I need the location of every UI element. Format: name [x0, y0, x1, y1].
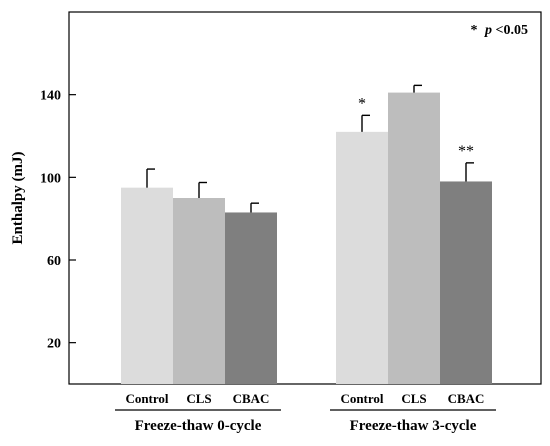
bar-g0-cbac	[225, 212, 277, 384]
category-label-g1-cbac: CBAC	[448, 391, 485, 406]
y-tick-label-100: 100	[40, 171, 61, 186]
annotation-threshold: <0.05	[496, 23, 528, 38]
bar-g1-control	[336, 131, 388, 384]
category-label-g1-cls: CLS	[401, 391, 426, 406]
plot-area: 20 60 100 140 Control CLS CBAC Freeze-thaw 0-cy…	[40, 11, 542, 434]
category-label-g0-cbac: CBAC	[233, 391, 270, 406]
significance-annotation: * p <0.05	[471, 23, 528, 38]
sig-marker-g1-cbac: **	[458, 143, 474, 160]
group-label-1: Freeze-thaw 3-cycle	[350, 418, 477, 434]
annotation-symbol: *	[471, 23, 478, 38]
plot-frame	[68, 11, 542, 385]
category-label-g0-cls: CLS	[186, 391, 211, 406]
y-tick-label-140: 140	[40, 89, 61, 104]
bar-g1-cls	[388, 92, 440, 384]
y-axis-label: Enthalpy (mJ)	[10, 152, 26, 245]
category-label-g1-control: Control	[340, 391, 383, 406]
bar-g1-cbac	[440, 181, 492, 384]
group-label-0: Freeze-thaw 0-cycle	[135, 418, 262, 434]
bar-g0-control	[121, 187, 173, 384]
bar-g0-cls	[173, 198, 225, 384]
y-tick-label-60: 60	[47, 254, 61, 269]
sig-marker-g1-control: *	[358, 95, 366, 112]
y-tick-label-20: 20	[47, 337, 61, 352]
category-label-g0-control: Control	[125, 391, 168, 406]
annotation-p: p	[484, 23, 492, 38]
